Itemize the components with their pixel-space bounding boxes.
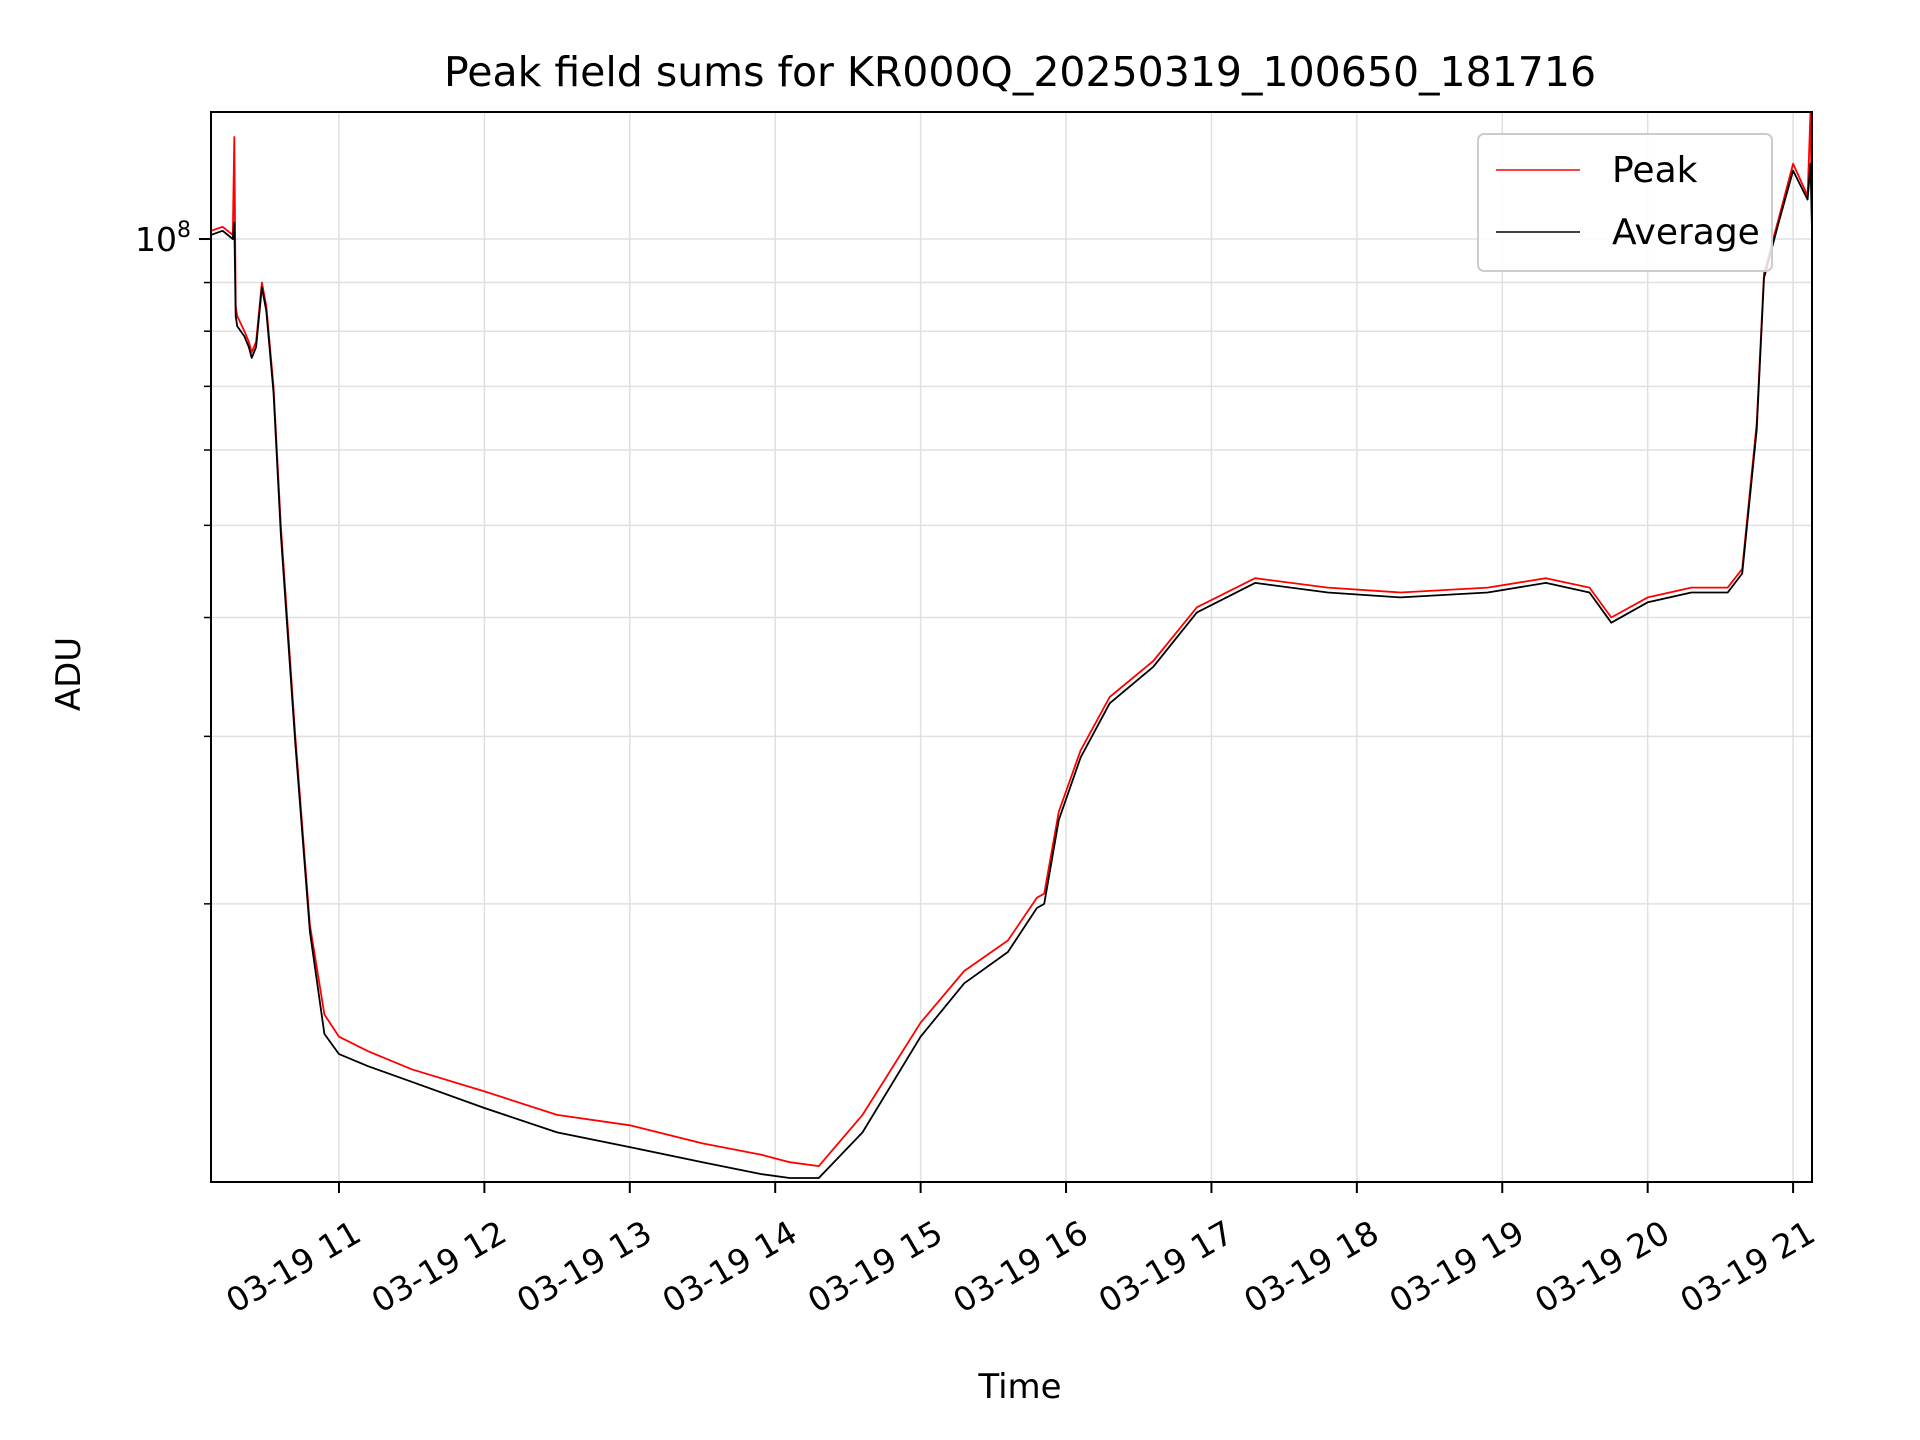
legend-label-average: Average	[1612, 212, 1760, 253]
y-tick-label: 108	[135, 218, 191, 259]
series-line-average	[211, 162, 1812, 1179]
x-axis-label: Time	[977, 1367, 1061, 1407]
legend-frame	[1477, 133, 1773, 272]
legend-label-peak: Peak	[1612, 150, 1698, 191]
y-axis-label: ADU	[49, 637, 89, 711]
legend: Peak Average	[1477, 133, 1773, 272]
chart-title: Peak field sums for KR000Q_20250319_1006…	[444, 48, 1596, 96]
plot-frame	[210, 111, 1813, 1183]
